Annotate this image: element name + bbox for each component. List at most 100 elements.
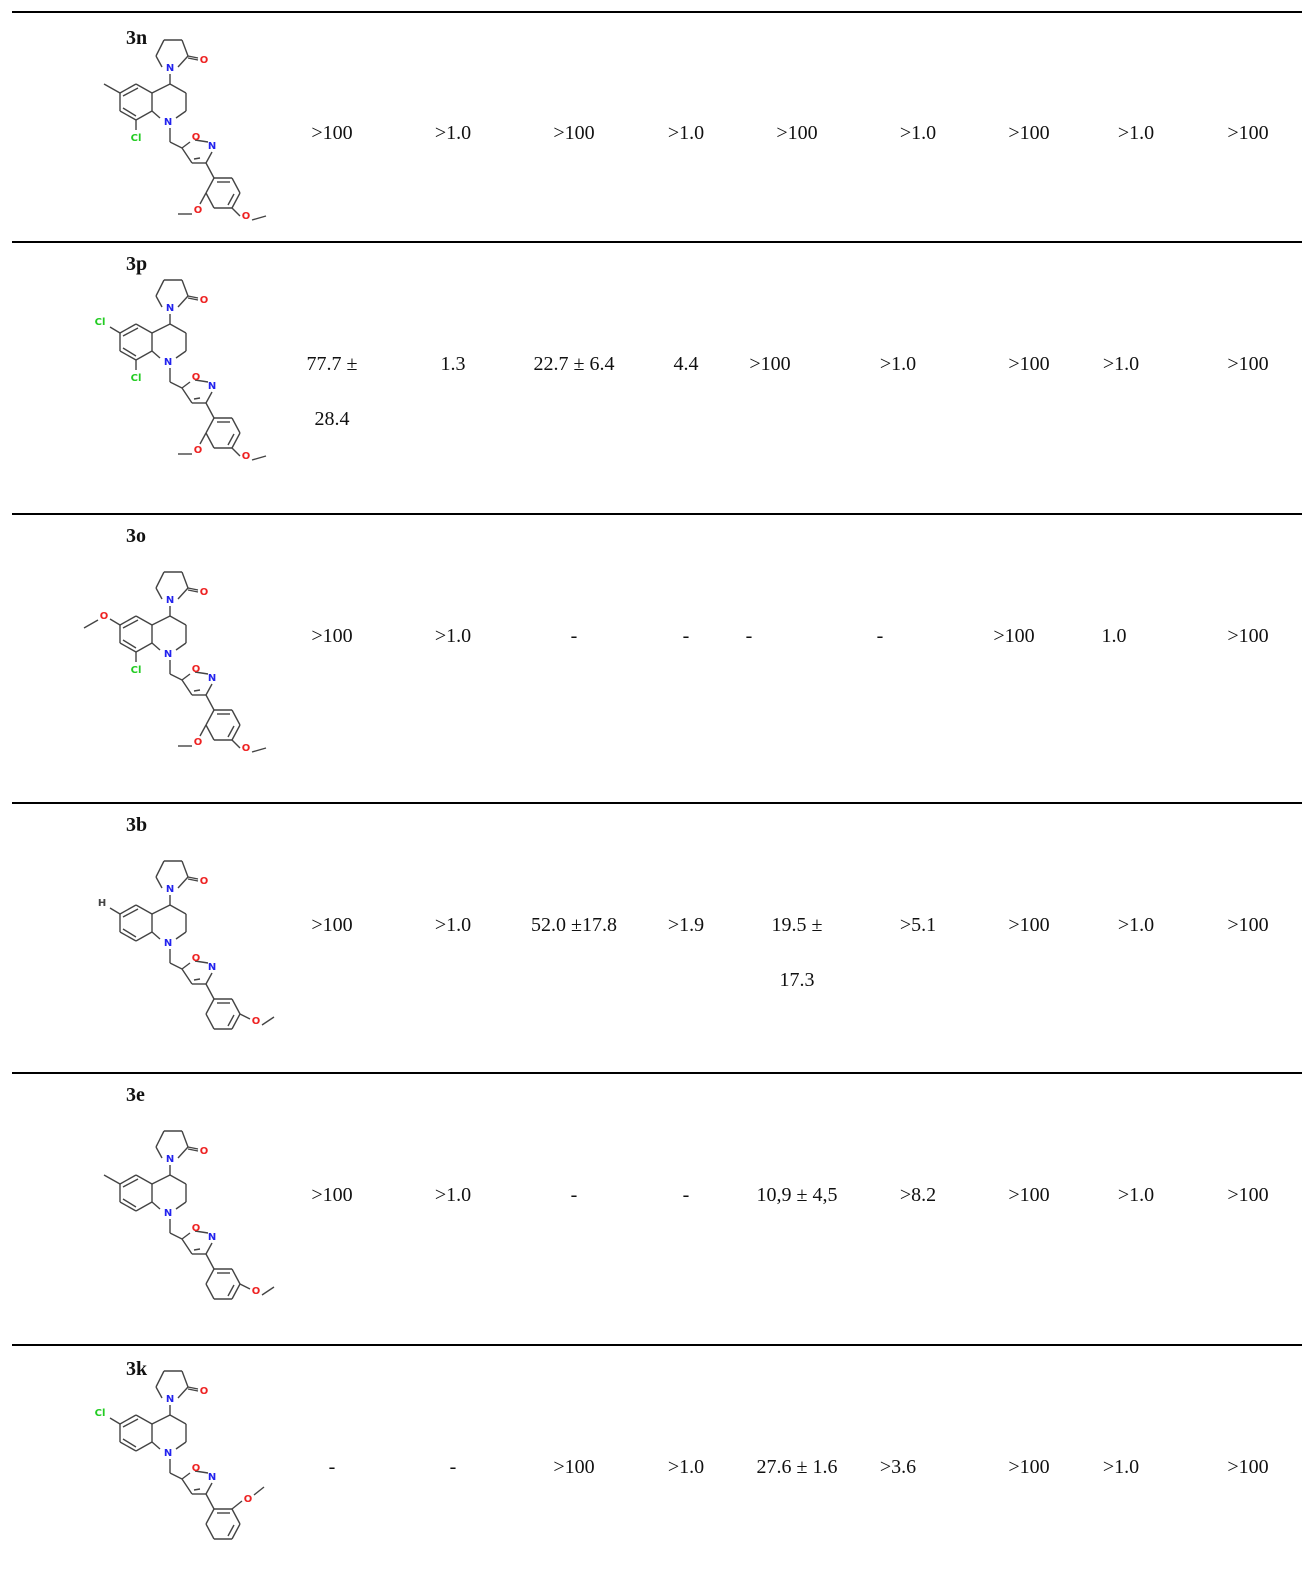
svg-text:N: N [166, 1154, 174, 1165]
svg-text:O: O [100, 611, 109, 622]
table-cell: >5.1 [899, 914, 937, 936]
table-cell: 10,9 ± 4,5 [756, 1184, 838, 1206]
svg-text:O: O [192, 664, 201, 675]
svg-text:O: O [200, 587, 209, 598]
table-cell: >100 [1227, 625, 1269, 647]
svg-text:N: N [166, 63, 174, 74]
svg-text:N: N [164, 1448, 172, 1459]
table-row: 3o N O N O Cl O N O O >100 >1.0- - - - >100 1.0 >100 [0, 514, 1302, 803]
svg-text:O: O [252, 1286, 261, 1297]
svg-text:N: N [208, 962, 216, 973]
svg-text:N: N [164, 117, 172, 128]
table-cell: >100 [311, 122, 353, 144]
table-cell: >1.0 [1117, 122, 1155, 144]
table-cell: >1.9 [667, 914, 705, 936]
svg-text:O: O [200, 1146, 209, 1157]
table-cell: >100 [749, 353, 791, 375]
table-rule [12, 802, 1302, 804]
table-cell: 19.5 ± [771, 914, 823, 936]
compound-id: 3o [126, 525, 146, 547]
table-cell: >100 [1008, 1456, 1050, 1478]
svg-text:O: O [242, 743, 251, 754]
table-cell: >100 [993, 625, 1035, 647]
svg-text:N: N [166, 1394, 174, 1405]
svg-text:N: N [208, 381, 216, 392]
table-cell: >1.0 [879, 353, 917, 375]
svg-text:N: N [166, 595, 174, 606]
svg-text:N: N [208, 1232, 216, 1243]
table-cell: >1.0 [1102, 1456, 1140, 1478]
svg-text:O: O [200, 1386, 209, 1397]
svg-text:O: O [200, 295, 209, 306]
svg-text:N: N [164, 938, 172, 949]
table-cell: >100 [1227, 1184, 1269, 1206]
table-cell: >100 [311, 914, 353, 936]
svg-text:O: O [200, 876, 209, 887]
table-cell: - [682, 1184, 690, 1206]
svg-text:N: N [208, 141, 216, 152]
svg-text:N: N [164, 1208, 172, 1219]
svg-text:O: O [244, 1494, 253, 1505]
table-cell: >1.0 [434, 122, 472, 144]
table-row: 3p N O N Cl Cl O N O O 77.7 ±28.4 1.3 22.7 ± 6.4 4.4 >… [0, 242, 1302, 514]
svg-text:H: H [98, 898, 106, 909]
chemical-structure: N O N O Cl O N O O [50, 562, 280, 767]
svg-text:N: N [208, 673, 216, 684]
table-cell: >3.6 [879, 1456, 917, 1478]
table-cell: - [745, 625, 753, 647]
table-cell: >1.0 [434, 1184, 472, 1206]
svg-text:N: N [208, 1472, 216, 1483]
svg-text:N: N [164, 649, 172, 660]
svg-text:O: O [194, 205, 203, 216]
table-rule [12, 241, 1302, 243]
table-cell: - [570, 1184, 578, 1206]
compound-id: 3k [126, 1358, 148, 1380]
table-row: 3e N O N O N O >100 >1.0- -10,9 ± 4,5 >8.2 >100 >1.0… [0, 1073, 1302, 1345]
svg-text:O: O [192, 953, 201, 964]
svg-text:Cl: Cl [95, 1408, 106, 1419]
table-cell: 77.7 ± [306, 353, 358, 375]
table-cell: >100 [1008, 1184, 1050, 1206]
table-cell-continuation: 28.4 [314, 408, 350, 430]
table-cell: >100 [311, 625, 353, 647]
svg-text:O: O [200, 55, 209, 66]
table-cell: >8.2 [899, 1184, 937, 1206]
table-cell: >100 [1227, 122, 1269, 144]
table-rule [12, 1072, 1302, 1074]
table-cell: >100 [1227, 353, 1269, 375]
compound-id: 3b [126, 814, 148, 836]
chemical-structure: N O N Cl O N O [50, 1361, 280, 1566]
table-rule [12, 513, 1302, 515]
svg-text:O: O [194, 737, 203, 748]
table-cell: - [328, 1456, 336, 1478]
table-cell: - [682, 625, 690, 647]
table-cell: >100 [553, 122, 595, 144]
compound-id: 3n [126, 27, 148, 49]
svg-text:O: O [242, 211, 251, 222]
table-row: 3k N O N Cl O N O - - >100 >1.0 27.6 ± 1.6 >3.6 >100 >1… [0, 1345, 1302, 1594]
table-cell: 4.4 [673, 353, 699, 375]
table-rule [12, 11, 1302, 13]
table-cell: 52.0 ±17.8 [531, 914, 617, 936]
table-cell: >100 [553, 1456, 595, 1478]
table-rule [12, 1344, 1302, 1346]
table-cell: >1.0 [667, 1456, 705, 1478]
svg-text:N: N [166, 884, 174, 895]
svg-text:O: O [192, 372, 201, 383]
table-cell: 22.7 ± 6.4 [533, 353, 615, 375]
compound-id: 3e [126, 1084, 145, 1106]
table-cell: >1.0 [1117, 1184, 1155, 1206]
svg-text:N: N [164, 357, 172, 368]
table-cell: >1.0 [1102, 353, 1140, 375]
table-row: 3b N O N H O N O >100 >1.0 52.0 ±17.8 >1.9 19.5 ±17.… [0, 803, 1302, 1073]
table-cell: - [876, 625, 884, 647]
table-cell: 1.0 [1101, 625, 1127, 647]
table-cell: >1.0 [434, 625, 472, 647]
table-cell: >100 [1008, 353, 1050, 375]
table-cell: 27.6 ± 1.6 [756, 1456, 838, 1478]
table-cell: 1.3 [440, 353, 466, 375]
svg-text:N: N [166, 303, 174, 314]
svg-text:Cl: Cl [131, 373, 142, 384]
